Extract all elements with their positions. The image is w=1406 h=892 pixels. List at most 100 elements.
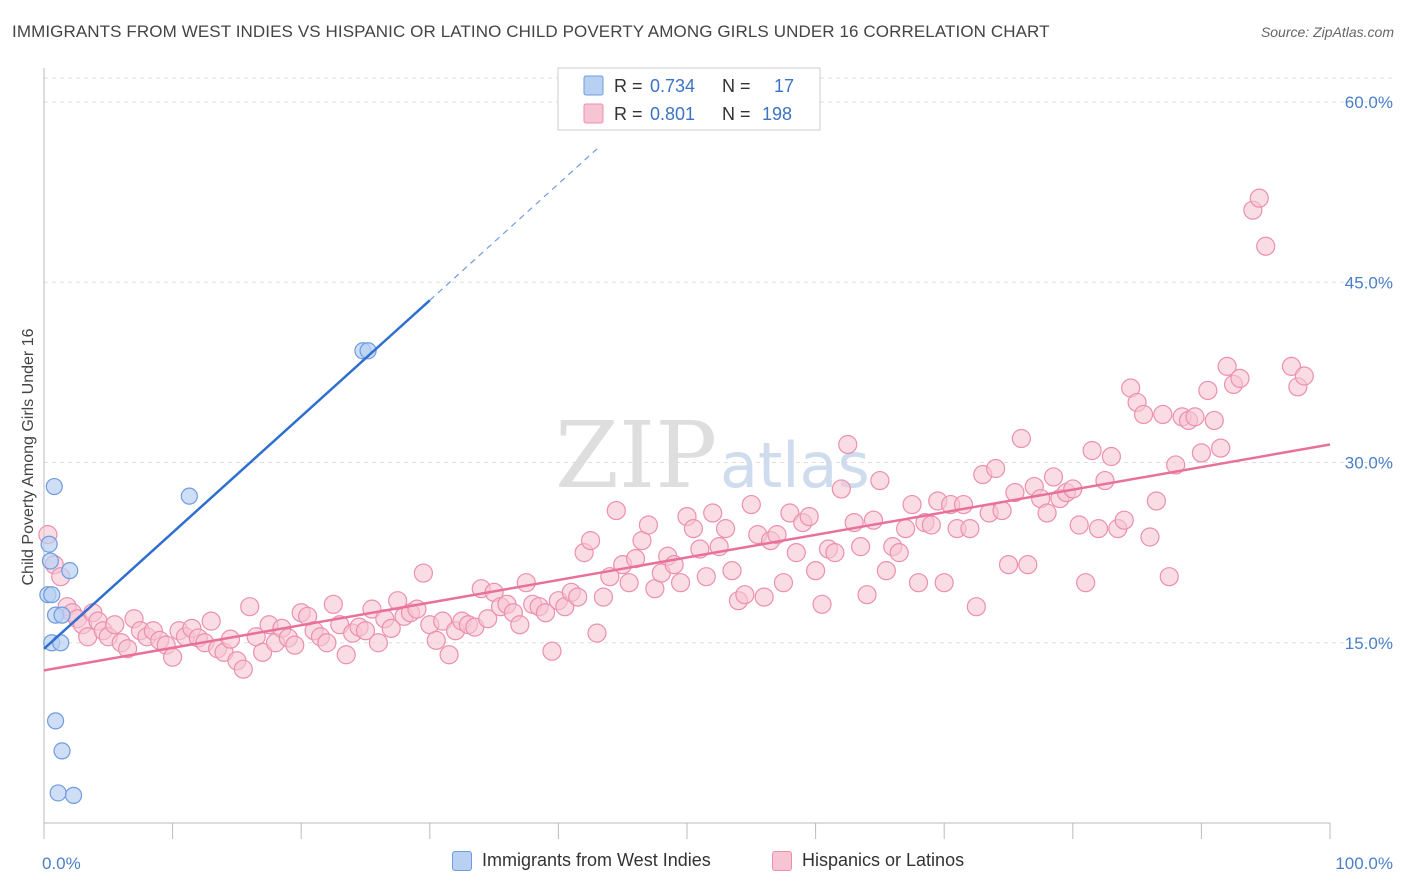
pink-point	[998, 555, 1019, 575]
blue-point	[46, 712, 65, 730]
pink-point	[1101, 446, 1121, 467]
pink-point	[786, 543, 806, 563]
pink-point	[851, 537, 871, 557]
watermark-zip: ZIP	[555, 402, 717, 509]
pink-point	[670, 573, 691, 593]
pink-point	[986, 458, 1006, 479]
blue-point	[61, 562, 79, 580]
pink-point	[722, 561, 742, 581]
blue-point	[180, 487, 198, 505]
pink-point	[1185, 407, 1205, 427]
pink-point	[1146, 491, 1166, 511]
pink-point	[780, 503, 800, 523]
pink-point	[966, 597, 986, 617]
pink-point	[876, 561, 896, 581]
blue-point	[53, 742, 71, 760]
pink-point	[542, 641, 562, 661]
pink-point	[1076, 573, 1096, 593]
pink-point	[638, 515, 659, 535]
legend-item-hispanics[interactable]: Hispanics or Latinos	[772, 850, 964, 871]
pink-point	[921, 515, 941, 535]
y-tick-labels: 15.0% 30.0% 45.0% 60.0%	[1345, 93, 1393, 653]
pink-point	[741, 494, 761, 515]
y-tick-label: 60.0%	[1345, 93, 1393, 112]
legend-item-west-indies[interactable]: Immigrants from West Indies	[452, 850, 711, 871]
blue-point	[53, 606, 71, 624]
pink-point	[587, 623, 607, 643]
west-indies-trend-line	[43, 299, 431, 650]
pink-point	[535, 603, 556, 623]
pink-point	[1191, 443, 1212, 463]
hispanics-trend-line	[43, 443, 1331, 672]
pink-point	[105, 615, 125, 635]
pink-point	[568, 587, 588, 607]
grid-lines	[44, 77, 1392, 644]
pink-point	[902, 494, 922, 515]
pink-point	[413, 563, 433, 583]
pink-point	[683, 519, 704, 539]
pink-point	[510, 615, 530, 635]
pink-point	[580, 531, 601, 551]
pink-point	[805, 561, 826, 581]
blue-point	[45, 477, 63, 496]
pink-point	[1133, 404, 1154, 425]
pink-point	[870, 470, 890, 491]
legend-label-west-indies: Immigrants from West Indies	[482, 850, 711, 870]
pink-point	[889, 543, 909, 563]
axes	[43, 68, 1331, 839]
source-credit: Source: ZipAtlas.com	[1260, 24, 1394, 40]
pink-point	[1069, 515, 1089, 535]
pink-point	[117, 639, 138, 659]
pink-point	[1198, 380, 1218, 401]
pink-point	[478, 609, 498, 629]
pink-point	[253, 642, 273, 662]
legend-pink-swatch	[583, 103, 604, 124]
pink-point	[825, 543, 845, 563]
x-tick-labels: 0.0% 100.0%	[42, 854, 1393, 873]
pink-point	[516, 573, 536, 593]
x-tick-label: 0.0%	[42, 854, 81, 873]
blue-point	[43, 586, 61, 604]
pink-point	[715, 519, 736, 539]
pink-point	[1166, 455, 1186, 475]
pink-point	[1204, 410, 1224, 431]
legend-r-label-blue: R =	[614, 76, 643, 96]
correlation-legend: R = 0.734 N = 17 R = 0.801 N = 198	[557, 67, 821, 131]
x-tick-label: 100.0%	[1335, 854, 1393, 873]
pink-point	[1256, 236, 1276, 256]
legend-label-hispanics: Hispanics or Latinos	[802, 850, 965, 870]
west-indies-trend-extension	[429, 148, 598, 301]
pink-point	[1140, 527, 1160, 547]
pink-point	[703, 503, 723, 523]
pink-point	[317, 633, 337, 653]
legend-swatch-blue	[452, 850, 472, 871]
pink-point	[1217, 356, 1237, 376]
legend-blue-swatch	[583, 75, 604, 96]
chart-title: IMMIGRANTS FROM WEST INDIES VS HISPANIC …	[12, 22, 1050, 41]
pink-point	[1230, 368, 1250, 389]
pink-point	[233, 659, 253, 679]
pink-point	[934, 573, 954, 593]
pink-point	[336, 645, 356, 665]
pink-point	[1005, 482, 1025, 503]
legend-n-label-blue: N =	[722, 76, 751, 96]
legend-swatch-pink	[772, 850, 792, 871]
pink-point	[1037, 503, 1057, 523]
pink-point	[857, 585, 877, 605]
hispanics-points	[38, 188, 1314, 679]
pink-point	[355, 621, 376, 641]
pink-point	[1082, 440, 1102, 461]
y-tick-label: 15.0%	[1345, 634, 1393, 653]
pink-point	[201, 611, 221, 631]
pink-point	[240, 597, 260, 617]
y-axis-label: Child Poverty Among Girls Under 16	[20, 328, 37, 585]
legend-r-label-pink: R =	[614, 104, 643, 124]
pink-point	[606, 500, 626, 521]
pink-point	[1095, 470, 1115, 491]
pink-point	[1011, 428, 1031, 449]
pink-point	[426, 630, 446, 650]
pink-point	[908, 573, 929, 593]
pink-point	[767, 525, 787, 545]
pink-point	[381, 618, 401, 638]
pink-point	[735, 585, 755, 605]
